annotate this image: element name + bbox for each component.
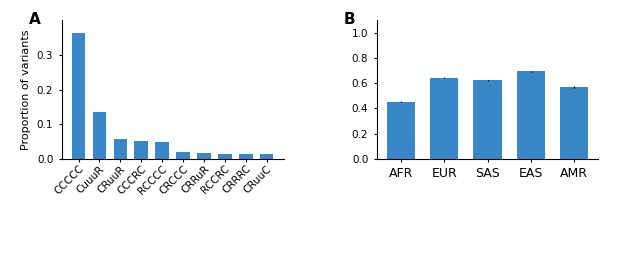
Bar: [93, 112, 106, 159]
Bar: [72, 33, 85, 159]
Y-axis label: Proportion of variants: Proportion of variants: [22, 29, 31, 150]
Bar: [430, 78, 458, 159]
Bar: [260, 154, 273, 159]
Text: B: B: [344, 12, 355, 27]
Bar: [239, 154, 252, 159]
Bar: [197, 153, 211, 159]
Bar: [473, 80, 502, 159]
Bar: [560, 87, 589, 159]
Text: A: A: [28, 12, 40, 27]
Bar: [517, 71, 545, 159]
Bar: [114, 139, 127, 159]
Bar: [135, 141, 148, 159]
Bar: [155, 142, 169, 159]
Bar: [176, 153, 190, 159]
Bar: [387, 102, 415, 159]
Bar: [218, 154, 231, 159]
